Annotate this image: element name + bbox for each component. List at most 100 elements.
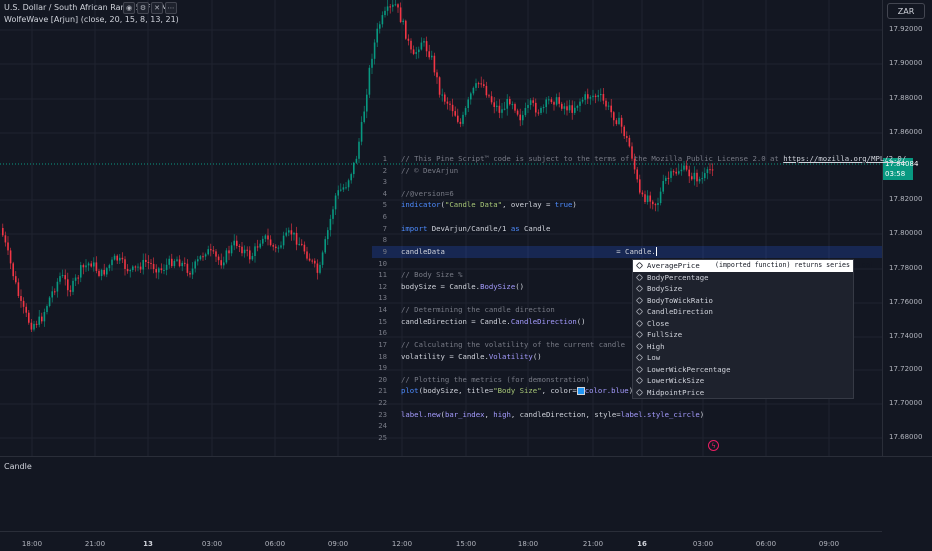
autocomplete-item[interactable]: Low (633, 352, 853, 364)
candle-body (688, 169, 690, 177)
code-text[interactable]: plot(bodySize, title="Body Size", color=… (401, 386, 634, 396)
candle-body (334, 195, 337, 210)
code-line[interactable]: 3 (372, 176, 882, 188)
code-line[interactable]: 15 candleDirection = Candle.CandleDirecti… (372, 316, 882, 328)
code-line[interactable]: 18 volatility = Candle.Volatility() (372, 351, 882, 363)
code-text[interactable]: // This Pine Script™ code is subject to … (401, 154, 907, 163)
autocomplete-item[interactable]: CandleDirection (633, 306, 853, 318)
pane-label[interactable]: Candle (4, 462, 32, 471)
candle-body (561, 103, 563, 109)
line-number: 15 (378, 316, 387, 326)
code-line[interactable]: 14 // Determining the candle direction (372, 304, 882, 316)
legend-button-3[interactable]: ⋯ (165, 2, 177, 14)
candle-body (38, 316, 40, 325)
candle-body (425, 41, 428, 52)
candle-body (418, 49, 420, 53)
code-line[interactable]: 10 (372, 258, 882, 270)
autocomplete-item[interactable]: AveragePrice (imported function) returns … (633, 260, 874, 272)
autocomplete-item[interactable]: FullSize (633, 329, 853, 341)
autocomplete-item[interactable]: Close (633, 318, 853, 330)
currency-button[interactable]: ZAR (887, 3, 925, 19)
code-line[interactable]: 6 (372, 211, 882, 223)
pane-separator[interactable] (0, 456, 932, 457)
candle-body (680, 169, 683, 172)
code-line[interactable]: 11 // Body Size % (372, 269, 882, 281)
code-line[interactable]: 17 // Calculating the volatility of the c… (372, 339, 882, 351)
price-label: 17.70000 (889, 399, 923, 407)
code-line[interactable]: 19 (372, 362, 882, 374)
code-text[interactable]: import DevArjun/Candle/1 as Candle (401, 223, 551, 233)
code-text[interactable]: candleDirection = Candle.CandleDirection… (401, 316, 586, 326)
code-text[interactable]: // Determining the candle direction (401, 305, 555, 315)
code-line[interactable]: 21 plot(bodySize, title="Body Size", colo… (372, 385, 882, 397)
autocomplete-item[interactable]: High (633, 341, 853, 353)
candle-body (516, 110, 519, 115)
line-number: 11 (378, 270, 387, 280)
code-line[interactable]: 13 (372, 292, 882, 304)
code-line[interactable]: 1 // This Pine Script™ code is subject to… (372, 153, 907, 165)
candle-body (475, 83, 477, 88)
code-text[interactable]: label.new(bar_index, high, candleDirecti… (401, 409, 705, 419)
candle-body (477, 83, 480, 85)
code-line[interactable]: 5 indicator("Candle Data", overlay = true… (372, 199, 882, 211)
code-text[interactable]: //@version=6 (401, 188, 454, 198)
code-line[interactable]: 25 (372, 432, 882, 444)
autocomplete-item[interactable]: LowerWickSize (633, 375, 853, 387)
candle-body (90, 263, 92, 267)
indicator-legend[interactable]: WolfeWave [Arjun] (close, 20, 15, 8, 13,… (4, 15, 179, 24)
legend-button-0[interactable]: ◉ (123, 2, 135, 14)
candle-body (173, 260, 176, 267)
code-line[interactable]: 23 label.new(bar_index, high, candleDirec… (372, 409, 882, 421)
code-text[interactable]: volatility = Candle.Volatility() (401, 351, 542, 361)
candle-body (605, 100, 607, 107)
code-line[interactable]: 22 (372, 397, 882, 409)
price-label: 17.72000 (889, 365, 923, 373)
symbol-title[interactable]: U.S. Dollar / South African Rand, 5, FXC… (4, 3, 168, 12)
code-line[interactable]: 16 (372, 327, 882, 339)
candle-body (176, 259, 178, 261)
code-text[interactable]: bodySize = Candle.BodySize() (401, 281, 525, 291)
candle-body (165, 264, 168, 270)
candle-body (626, 136, 628, 138)
code-text[interactable]: // Body Size % (401, 270, 463, 280)
code-text[interactable]: // © DevArjun (401, 165, 459, 175)
candle-body (555, 97, 558, 105)
candle-body (376, 28, 378, 43)
candle-body (163, 269, 165, 271)
autocomplete-detail: (imported function) returns series float (715, 261, 874, 269)
code-line[interactable]: 8 (372, 234, 882, 246)
candle-body (95, 262, 98, 271)
code-line[interactable]: 7 import DevArjun/Candle/1 as Candle (372, 223, 882, 235)
autocomplete-item[interactable]: BodySize (633, 283, 853, 295)
code-text[interactable]: indicator("Candle Data", overlay = true) (401, 200, 577, 210)
function-icon (635, 296, 644, 304)
autocomplete-item[interactable]: BodyToWickRatio (633, 295, 853, 307)
candle-body (527, 104, 529, 108)
candle-body (189, 272, 191, 275)
code-text[interactable]: candleData = Candle. (401, 246, 657, 257)
lightning-icon[interactable]: ϟ (708, 440, 719, 451)
candle-body (685, 165, 688, 170)
candle-body (7, 242, 9, 251)
autocomplete-label: AveragePrice (647, 261, 700, 270)
code-line[interactable]: 24 (372, 420, 882, 432)
code-text[interactable]: // Calculating the volatility of the cur… (401, 339, 626, 349)
autocomplete-item[interactable]: MidpointPrice (633, 387, 853, 399)
autocomplete-item[interactable]: BodyPercentage (633, 272, 853, 284)
candle-body (9, 250, 12, 264)
candle-body (72, 280, 74, 292)
autocomplete-item[interactable]: LowerWickPercentage (633, 364, 853, 376)
code-line[interactable]: 20 // Plotting the metrics (for demonstra… (372, 374, 882, 386)
legend-button-2[interactable]: ✕ (151, 2, 163, 14)
code-line[interactable]: 9 candleData = Candle. (372, 245, 882, 258)
price-scale[interactable]: 17.92000 17.90000 17.88000 17.86000 17.82000… (882, 0, 932, 456)
code-text[interactable]: // Plotting the metrics (for demonstrati… (401, 374, 590, 384)
code-line[interactable]: 2 // © DevArjun (372, 165, 882, 177)
pine-editor[interactable]: 1 // This Pine Script™ code is subject to… (372, 153, 907, 451)
time-axis[interactable]: 18:00 21:00 13 03:00 06:00 09:00 12:00 15:00 18:… (0, 531, 882, 551)
code-line[interactable]: 12 bodySize = Candle.BodySize() (372, 281, 882, 293)
code-line[interactable]: 4 //@version=6 (372, 188, 882, 200)
candle-body (397, 4, 399, 8)
legend-button-1[interactable]: ⚙ (137, 2, 149, 14)
autocomplete-list[interactable]: AveragePrice (imported function) returns … (632, 259, 874, 399)
